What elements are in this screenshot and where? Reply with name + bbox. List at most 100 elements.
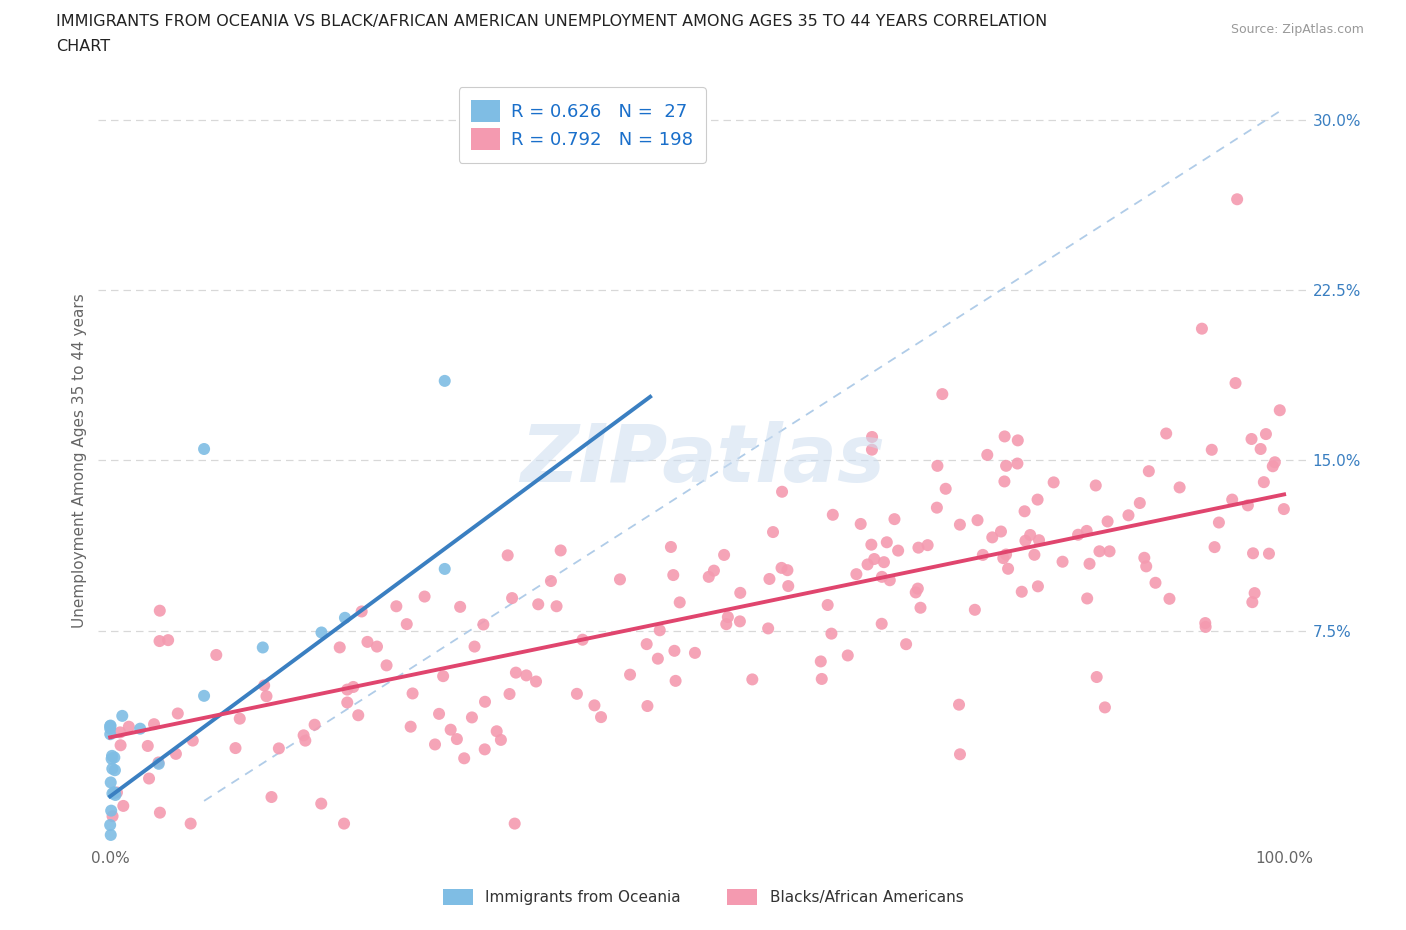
Point: [659, 539, 682, 554]
Point: [883, 512, 905, 526]
Point: [665, 673, 688, 688]
Point: [100, 775, 122, 790]
Point: [485, 724, 508, 738]
Point: [446, 732, 468, 747]
Point: [1201, 443, 1223, 458]
Point: [821, 508, 844, 523]
Point: [1129, 496, 1152, 511]
Text: Source: ZipAtlas.com: Source: ZipAtlas.com: [1230, 23, 1364, 36]
Point: [1088, 544, 1111, 559]
Point: [756, 621, 779, 636]
Point: [501, 591, 523, 605]
Point: [664, 644, 686, 658]
Point: [879, 573, 901, 588]
Point: [1237, 498, 1260, 512]
Point: [101, 809, 124, 824]
Point: [180, 817, 202, 831]
Point: [100, 718, 122, 733]
Point: [474, 695, 496, 710]
Point: [104, 785, 127, 800]
Point: [98, 721, 121, 736]
Point: [997, 562, 1019, 577]
Point: [1253, 474, 1275, 489]
Point: [963, 603, 986, 618]
Point: [524, 674, 547, 689]
Point: [778, 578, 800, 593]
Point: [860, 443, 883, 458]
Text: ZIPatlas: ZIPatlas: [520, 421, 886, 499]
Point: [453, 751, 475, 765]
Point: [995, 458, 1018, 473]
Point: [432, 669, 454, 684]
Point: [333, 610, 356, 625]
Point: [294, 733, 316, 748]
Point: [433, 374, 456, 389]
Point: [98, 817, 121, 832]
Point: [662, 567, 685, 582]
Point: [105, 785, 128, 800]
Point: [1026, 492, 1049, 507]
Point: [149, 604, 172, 618]
Point: [98, 719, 121, 734]
Point: [104, 763, 127, 777]
Point: [565, 686, 588, 701]
Point: [860, 538, 883, 552]
Point: [1067, 527, 1090, 542]
Point: [636, 698, 658, 713]
Point: [1098, 544, 1121, 559]
Point: [515, 668, 537, 683]
Point: [464, 639, 486, 654]
Point: [101, 749, 124, 764]
Point: [1268, 403, 1291, 418]
Point: [860, 430, 883, 445]
Point: [108, 724, 131, 739]
Point: [118, 719, 141, 734]
Point: [427, 707, 450, 722]
Point: [157, 632, 180, 647]
Point: [948, 698, 970, 712]
Point: [1085, 670, 1108, 684]
Point: [849, 516, 872, 531]
Point: [917, 538, 939, 552]
Point: [981, 530, 1004, 545]
Point: [1204, 539, 1226, 554]
Legend: Immigrants from Oceania, Blacks/African Americans: Immigrants from Oceania, Blacks/African …: [434, 882, 972, 913]
Point: [461, 710, 484, 724]
Point: [546, 599, 568, 614]
Point: [165, 747, 187, 762]
Point: [148, 755, 170, 770]
Point: [138, 771, 160, 786]
Point: [333, 817, 356, 831]
Point: [1042, 475, 1064, 490]
Point: [224, 740, 246, 755]
Point: [401, 686, 423, 701]
Point: [776, 563, 799, 578]
Point: [993, 551, 1015, 565]
Point: [1168, 480, 1191, 495]
Point: [148, 756, 170, 771]
Point: [347, 708, 370, 723]
Point: [449, 600, 471, 615]
Point: [423, 737, 446, 751]
Point: [474, 742, 496, 757]
Point: [713, 548, 735, 563]
Point: [762, 525, 785, 539]
Point: [935, 482, 957, 497]
Point: [100, 804, 122, 818]
Point: [166, 706, 188, 721]
Point: [995, 547, 1018, 562]
Point: [931, 387, 953, 402]
Point: [668, 595, 690, 610]
Point: [433, 562, 456, 577]
Point: [1208, 515, 1230, 530]
Point: [870, 617, 893, 631]
Point: [1028, 533, 1050, 548]
Point: [887, 543, 910, 558]
Point: [1076, 524, 1098, 538]
Point: [399, 719, 422, 734]
Point: [697, 569, 720, 584]
Point: [619, 667, 641, 682]
Point: [1014, 533, 1036, 548]
Point: [976, 447, 998, 462]
Point: [770, 485, 793, 499]
